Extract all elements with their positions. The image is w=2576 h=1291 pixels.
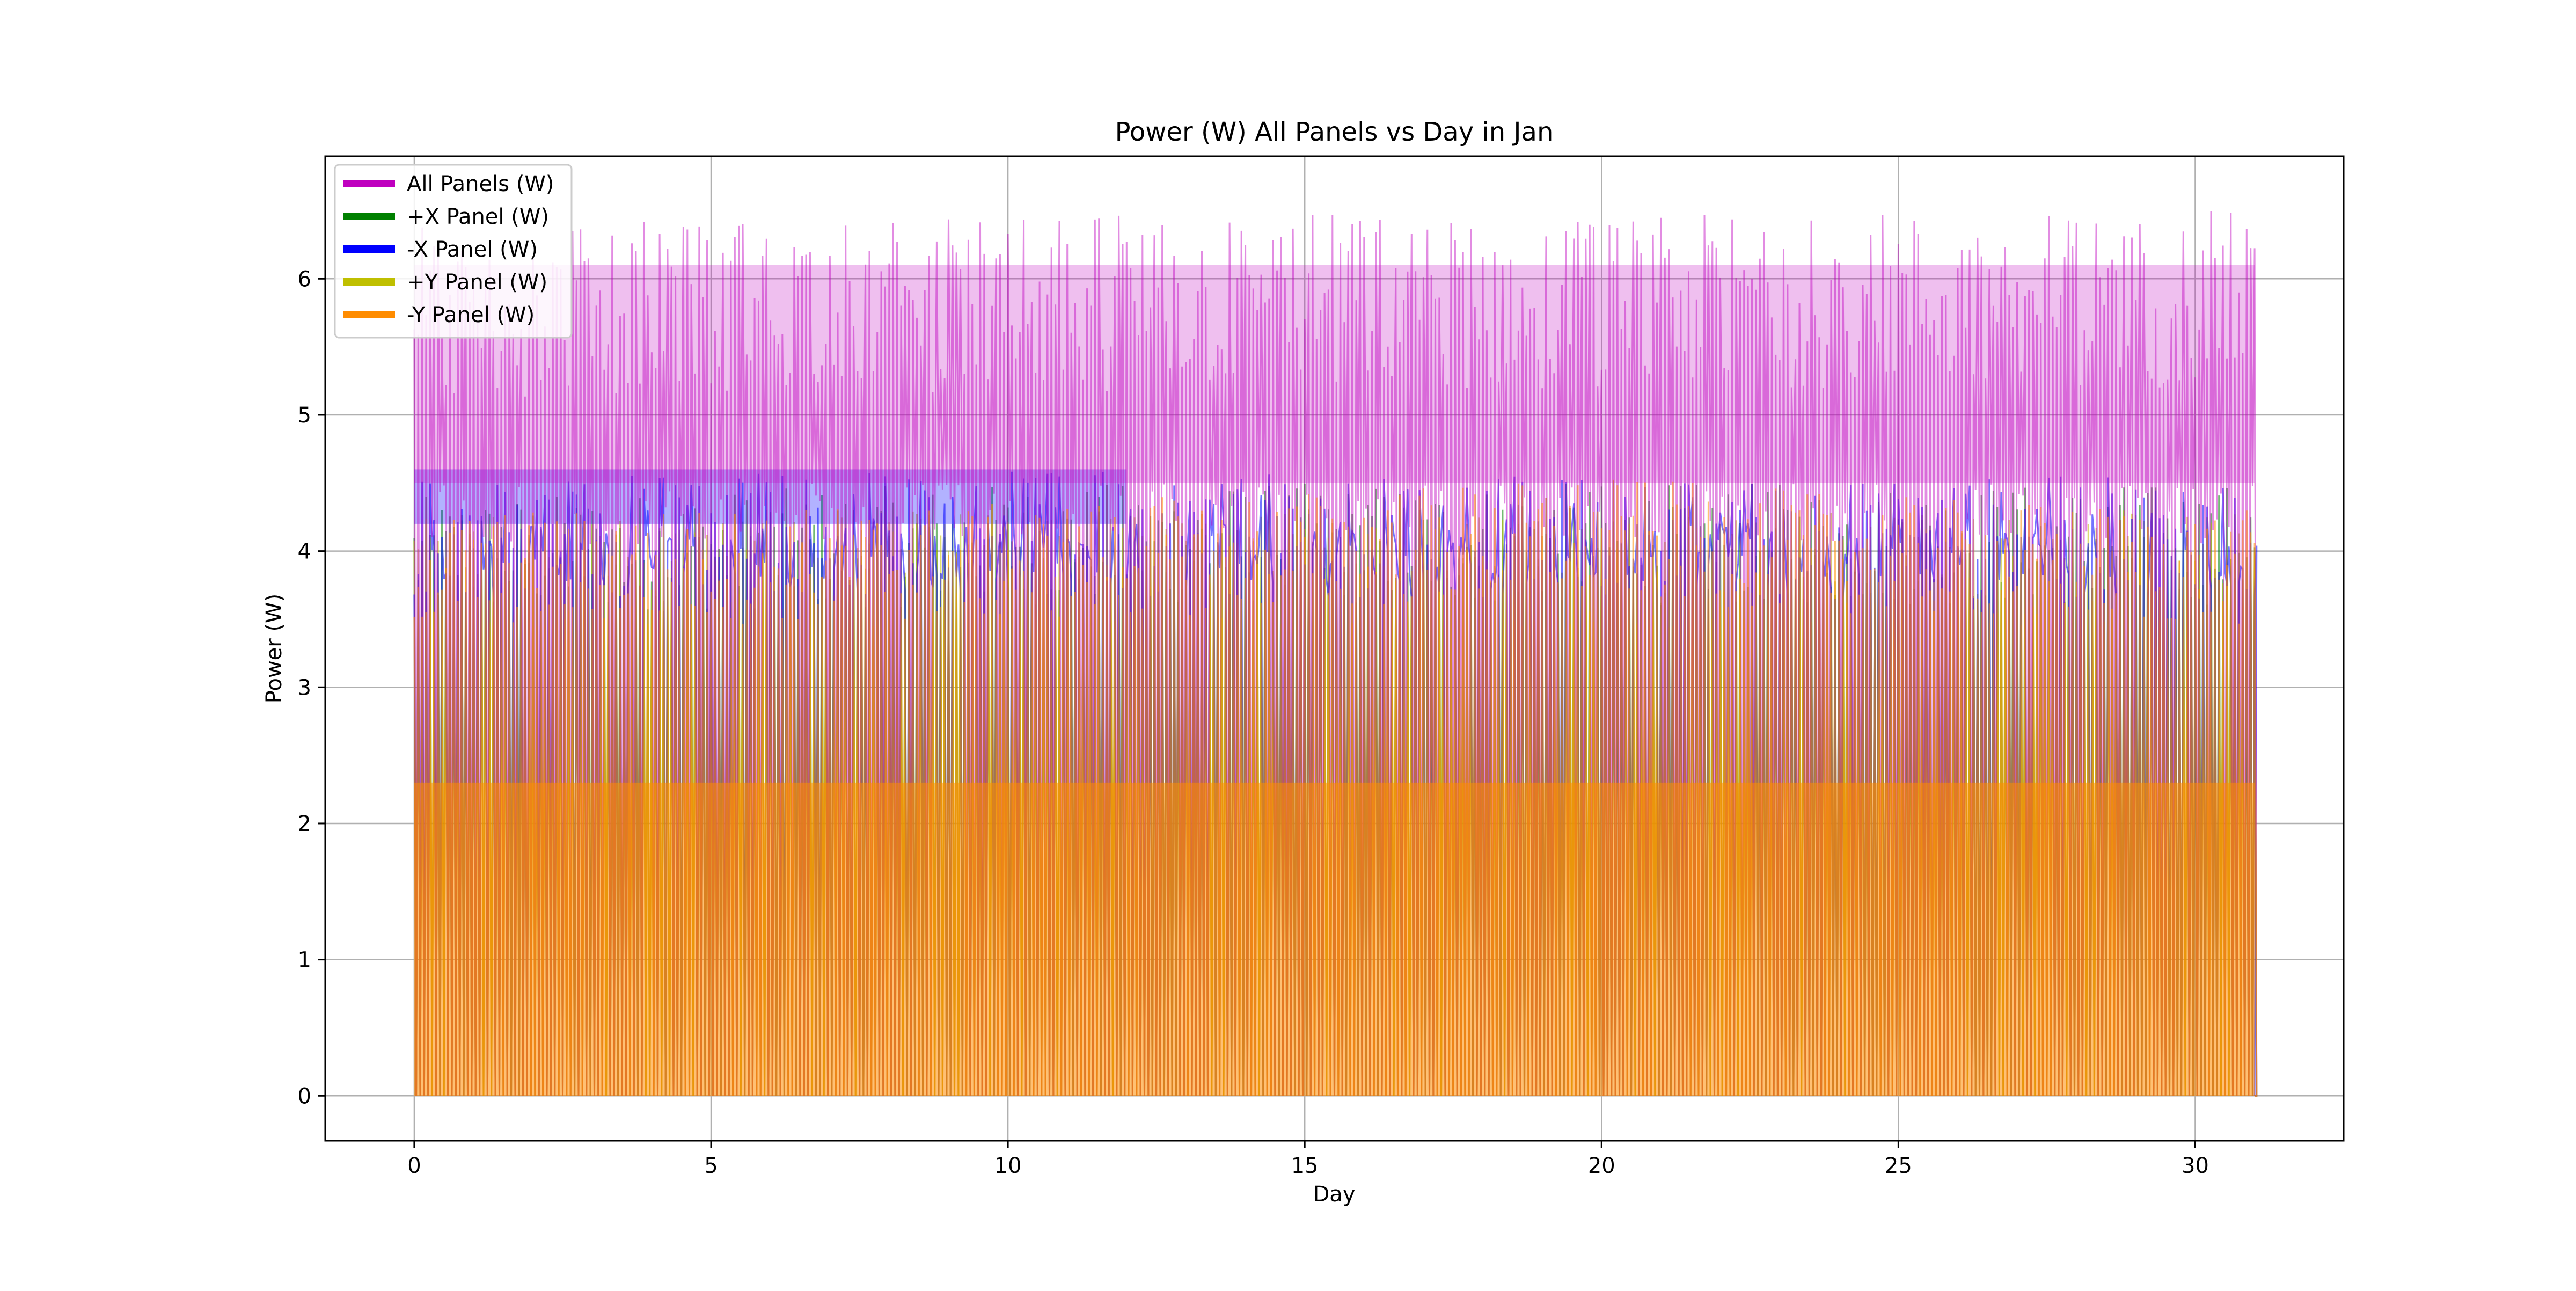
series-dense-fill [414,265,2255,483]
plot-frame [324,155,2345,1142]
legend: All Panels (W) +X Panel (W) -X Panel (W) +Y… [334,164,573,339]
series-dense-fill [414,782,2255,1096]
x-tick-label: 15 [1291,1154,1319,1178]
chart-title: Power (W) All Panels vs Day in Jan [1115,117,1554,147]
legend-frame [334,164,573,339]
x-tick-label: 10 [994,1154,1022,1178]
x-tick-label: 0 [407,1154,421,1178]
legend-label: +X Panel (W) [407,205,549,229]
series-layer [413,211,2258,1097]
x-tick-label: 5 [704,1154,718,1178]
y-tick-label: 5 [298,403,311,428]
legend-label: +Y Panel (W) [407,270,547,295]
y-axis-label: Power (W) [262,594,287,703]
y-tick-label: 1 [298,948,311,973]
legend-label: -Y Panel (W) [407,303,535,327]
x-tick-label: 30 [2182,1154,2209,1178]
x-axis-label: Day [1313,1182,1356,1207]
y-tick-label: 6 [298,267,311,291]
y-tick-label: 4 [298,539,311,564]
x-tick-label: 25 [1885,1154,1912,1178]
legend-entries: All Panels (W) +X Panel (W) -X Panel (W) +Y… [343,172,554,327]
y-tick-label: 3 [298,675,311,700]
legend-label: All Panels (W) [407,172,554,196]
tick-layer: 0 5 10 15 20 25 30 0 1 2 3 4 5 6 [298,267,2209,1178]
y-tick-label: 2 [298,812,311,836]
legend-label: -X Panel (W) [407,237,538,262]
x-tick-label: 20 [1588,1154,1615,1178]
y-tick-label: 0 [298,1084,311,1108]
